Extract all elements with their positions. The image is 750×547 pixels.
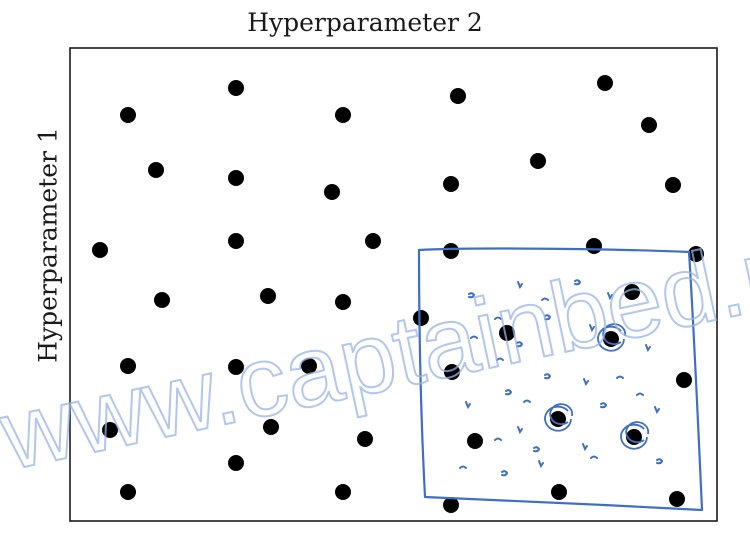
sample-point bbox=[154, 292, 170, 308]
highlighted-best-points bbox=[544, 323, 650, 450]
fine-sample-mark bbox=[459, 465, 467, 469]
sample-point bbox=[228, 80, 244, 96]
sample-point bbox=[335, 107, 351, 123]
fine-sample-mark bbox=[582, 443, 588, 452]
sample-point bbox=[120, 484, 136, 500]
fine-sample-mark bbox=[516, 341, 524, 348]
sample-point bbox=[260, 288, 276, 304]
highlight-circle bbox=[544, 403, 574, 432]
sample-point bbox=[669, 491, 685, 507]
sample-point bbox=[626, 429, 642, 445]
sample-point bbox=[228, 455, 244, 471]
sample-point bbox=[443, 176, 459, 192]
sample-point bbox=[301, 358, 317, 374]
fine-sample-mark bbox=[501, 470, 509, 477]
fine-sample-mark bbox=[523, 399, 531, 403]
fine-sample-marks bbox=[459, 279, 664, 477]
sample-point bbox=[450, 88, 466, 104]
sample-point bbox=[335, 294, 351, 310]
fine-sample-mark bbox=[541, 297, 549, 301]
fine-sample-mark bbox=[538, 460, 544, 469]
sample-point bbox=[263, 419, 279, 435]
sample-point bbox=[92, 242, 108, 258]
sample-point bbox=[444, 364, 460, 380]
fine-sample-mark bbox=[544, 373, 552, 380]
sample-point bbox=[467, 433, 483, 449]
sample-point bbox=[586, 238, 602, 254]
plot-frame bbox=[69, 47, 718, 522]
fine-sample-mark bbox=[517, 426, 523, 435]
highlight-circle bbox=[597, 323, 627, 352]
fine-sample-mark bbox=[494, 437, 502, 441]
sample-point bbox=[443, 497, 459, 513]
sample-point bbox=[102, 422, 118, 438]
sample-point bbox=[120, 358, 136, 374]
sample-point bbox=[413, 310, 429, 326]
fine-sample-mark bbox=[654, 406, 660, 415]
fine-sample-mark bbox=[574, 279, 582, 286]
fine-sample-mark bbox=[636, 392, 644, 396]
fine-sample-mark bbox=[505, 389, 513, 396]
fine-sample-mark bbox=[616, 375, 624, 379]
sample-point bbox=[228, 170, 244, 186]
fine-sample-mark bbox=[589, 324, 595, 333]
sample-point bbox=[228, 233, 244, 249]
sample-point bbox=[597, 75, 613, 91]
fine-sample-mark bbox=[533, 446, 541, 453]
fine-sample-mark bbox=[494, 316, 502, 320]
sample-point bbox=[148, 162, 164, 178]
sample-point bbox=[365, 233, 381, 249]
sample-point bbox=[550, 411, 566, 427]
fine-sample-mark bbox=[544, 314, 552, 321]
sample-point bbox=[228, 359, 244, 375]
sample-point bbox=[676, 372, 692, 388]
zoom-region-box bbox=[417, 247, 704, 512]
fine-sample-mark bbox=[590, 455, 598, 459]
sample-point bbox=[603, 331, 619, 347]
sample-point bbox=[641, 117, 657, 133]
fine-sample-mark bbox=[645, 344, 651, 353]
fine-sample-mark bbox=[517, 281, 523, 290]
sample-point bbox=[624, 284, 640, 300]
sample-point bbox=[324, 184, 340, 200]
sample-point bbox=[499, 325, 515, 341]
coarse-sample-points bbox=[92, 75, 704, 513]
highlight-circle bbox=[620, 421, 650, 450]
sample-point bbox=[357, 431, 373, 447]
fine-sample-mark bbox=[465, 401, 471, 410]
sample-point bbox=[688, 246, 704, 262]
sample-point bbox=[335, 484, 351, 500]
fine-sample-mark bbox=[468, 292, 476, 299]
fine-sample-mark bbox=[656, 458, 664, 465]
sample-point bbox=[443, 243, 459, 259]
fine-sample-mark bbox=[583, 378, 589, 387]
sample-point bbox=[665, 177, 681, 193]
sample-point bbox=[530, 153, 546, 169]
sample-point bbox=[120, 107, 136, 123]
fine-sample-mark bbox=[470, 335, 478, 339]
x-axis-title: Hyperparameter 2 bbox=[247, 8, 483, 37]
sample-point bbox=[551, 484, 567, 500]
fine-sample-mark bbox=[496, 357, 504, 361]
fine-sample-mark bbox=[600, 402, 608, 409]
fine-sample-mark bbox=[607, 292, 613, 301]
